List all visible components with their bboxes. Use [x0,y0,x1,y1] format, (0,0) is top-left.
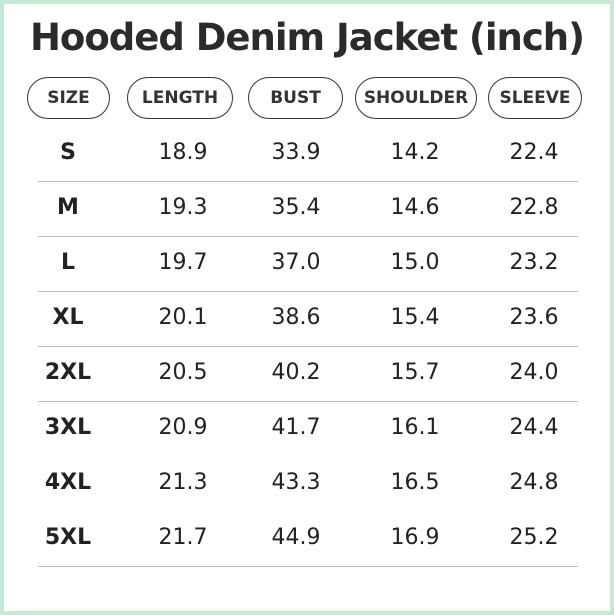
size-label: 2XL [44,360,92,385]
measurement: 41.7 [271,415,321,440]
measurement: 33.9 [271,140,321,165]
measurement: 18.9 [158,140,208,165]
measurement: 14.2 [390,140,440,165]
measurement: 40.2 [271,360,321,385]
row-divider [38,346,578,347]
measurement: 15.7 [390,360,440,385]
row-divider [38,236,578,237]
title: Hooded Denim Jacket (inch) [29,16,585,59]
measurement: 44.9 [271,525,321,550]
measurement: 15.0 [390,250,440,275]
size-label: L [60,250,76,275]
measurement: 16.9 [390,525,440,550]
measurement: 20.9 [158,415,208,440]
measurement: 19.7 [158,250,208,275]
measurement: 23.6 [509,305,559,330]
measurement: 19.3 [158,195,208,220]
size-label: 4XL [44,470,92,495]
measurement: 25.2 [509,525,559,550]
measurement: 15.4 [390,305,440,330]
measurement: 22.8 [509,195,559,220]
column-header: SLEEVE [488,77,582,119]
measurement: 21.3 [158,470,208,495]
measurement: 37.0 [271,250,321,275]
size-label: S [60,140,76,165]
size-label: XL [52,305,84,330]
measurement: 43.3 [271,470,321,495]
measurement: 20.1 [158,305,208,330]
size-label: M [57,195,79,220]
measurement: 23.2 [509,250,559,275]
size-label: 3XL [44,415,92,440]
row-divider [38,401,578,402]
measurement: 16.5 [390,470,440,495]
column-header: SIZE [27,77,110,119]
measurement: 24.8 [509,470,559,495]
column-header: BUST [248,77,343,119]
column-header: LENGTH [127,77,233,119]
measurement: 24.4 [509,415,559,440]
row-divider [38,291,578,292]
size-label: 5XL [44,525,92,550]
measurement: 16.1 [390,415,440,440]
measurement: 22.4 [509,140,559,165]
row-divider [38,181,578,182]
row-divider [38,566,578,567]
column-header: SHOULDER [355,77,477,119]
measurement: 24.0 [509,360,559,385]
measurement: 21.7 [158,525,208,550]
measurement: 35.4 [271,195,321,220]
measurement: 20.5 [158,360,208,385]
measurement: 38.6 [271,305,321,330]
measurement: 14.6 [390,195,440,220]
